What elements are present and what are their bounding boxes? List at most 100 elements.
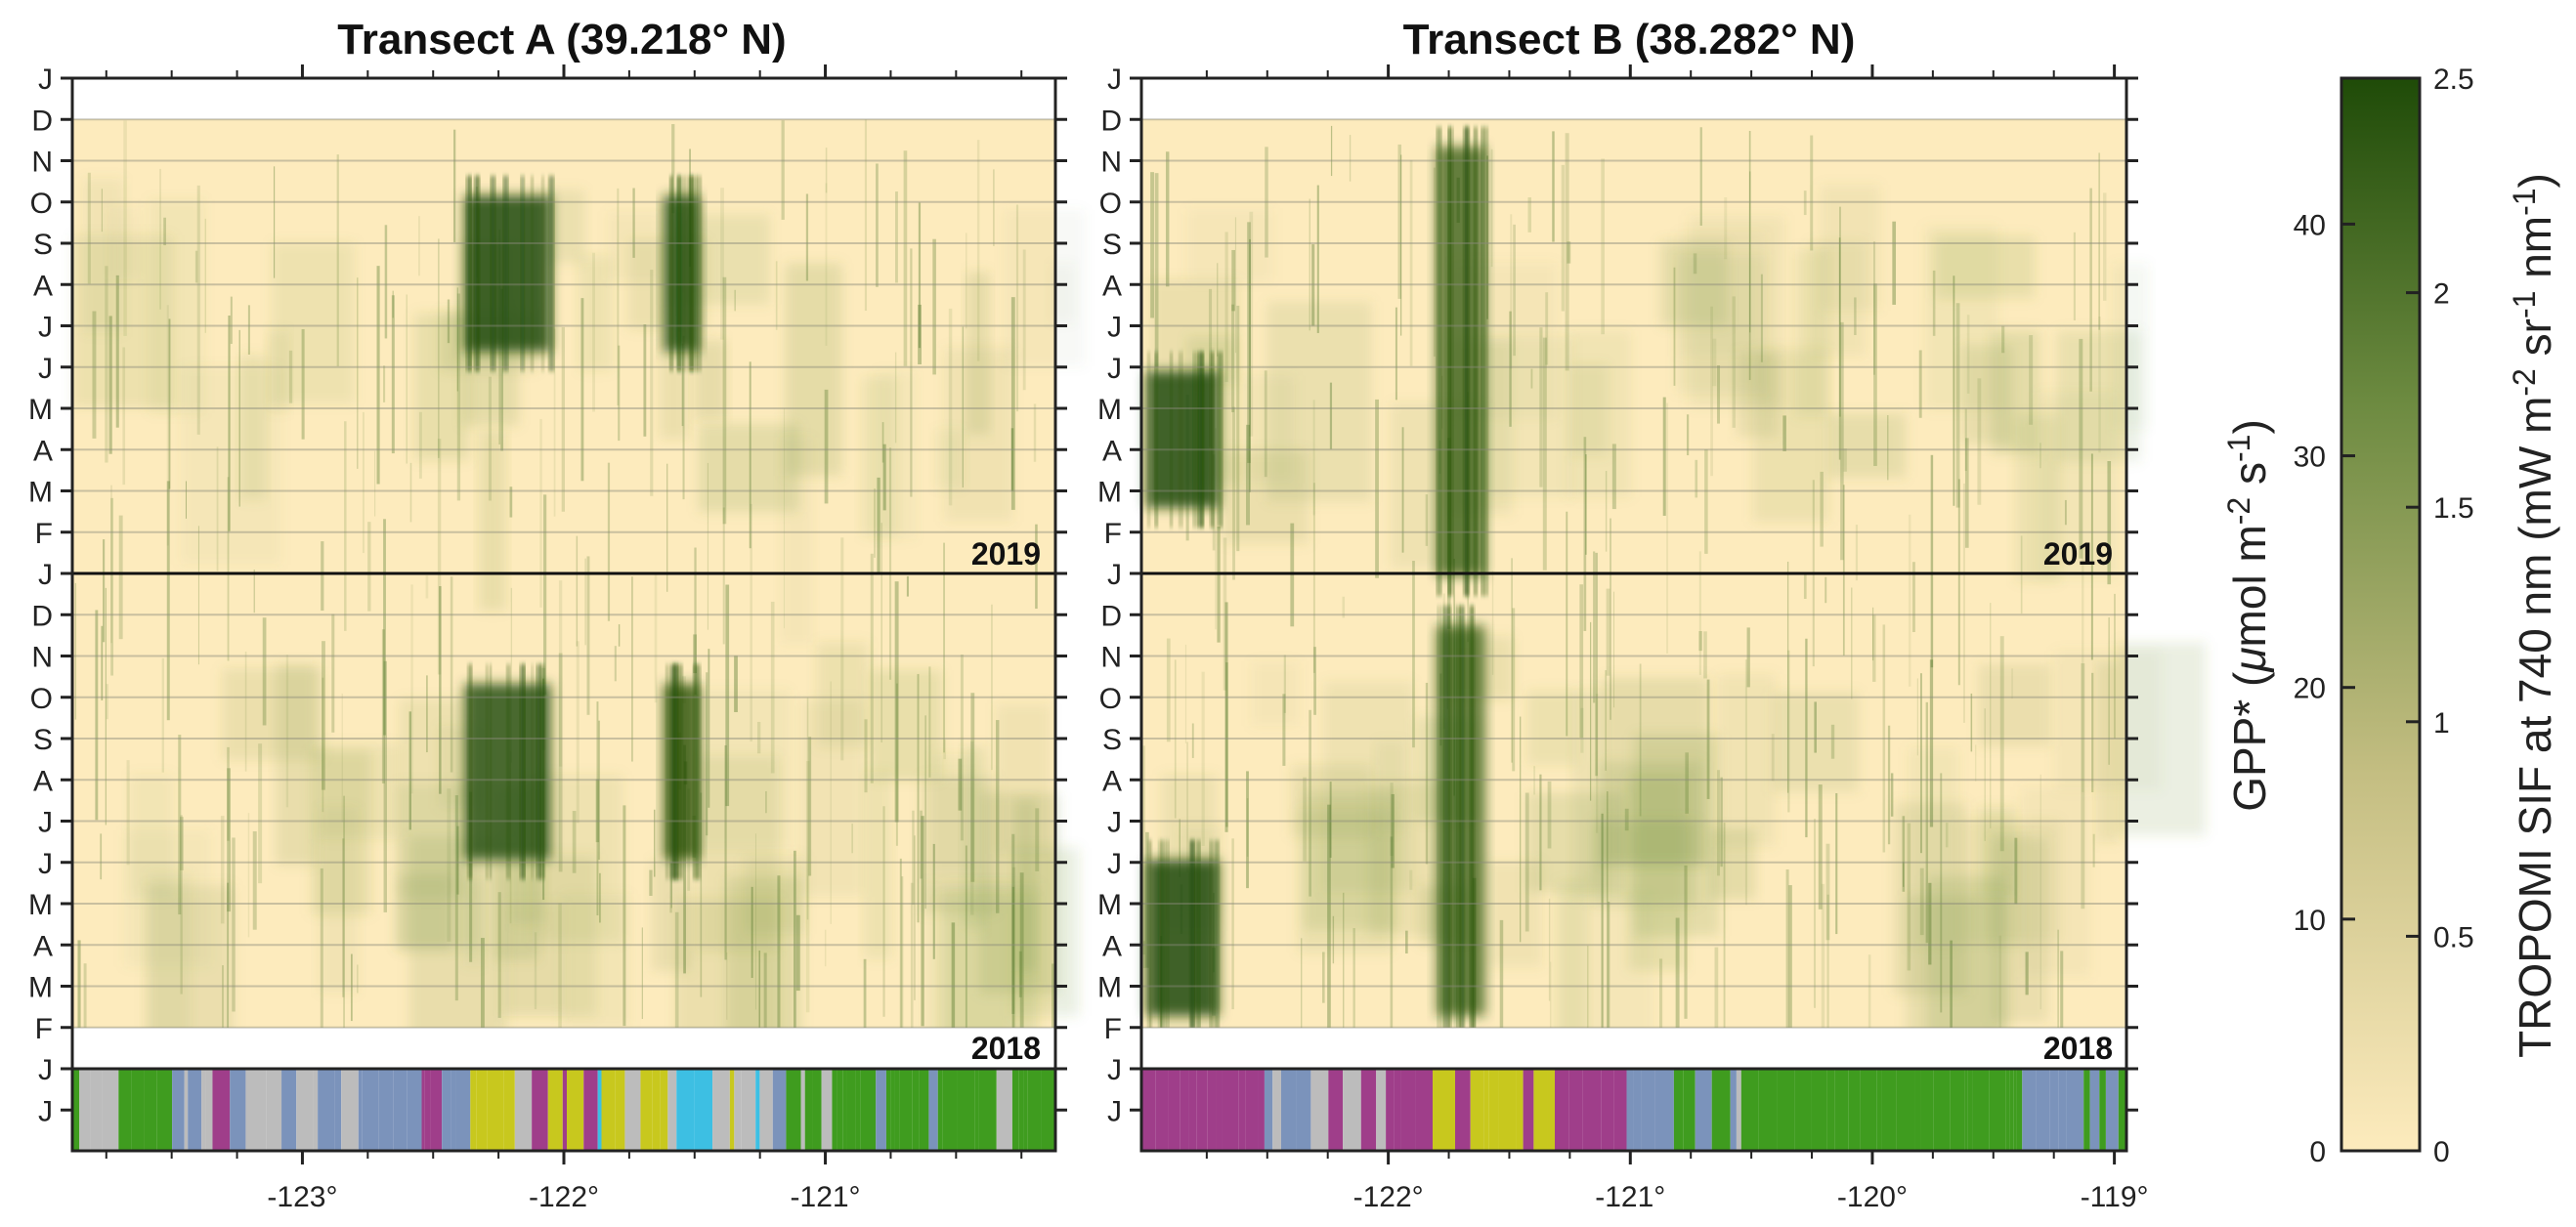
heat-streak: [1309, 198, 1310, 331]
landcover-segment: [430, 1069, 443, 1151]
heat-streak: [1409, 159, 1413, 366]
heat-streak: [1710, 306, 1713, 477]
heat-streak: [238, 329, 240, 507]
blank-bottom-b: [1141, 1028, 2126, 1069]
heat-streak: [1401, 427, 1404, 553]
heat-streak: [631, 576, 633, 762]
heat-streak: [1873, 283, 1877, 466]
y-tick-label: J: [1107, 312, 1122, 344]
heat-streak: [1593, 551, 1596, 703]
heat-streak: [1567, 241, 1571, 264]
heat-streak: [1714, 947, 1719, 1028]
heat-streak: [918, 202, 922, 349]
heat-streak: [409, 462, 412, 523]
heat-streak: [227, 768, 231, 912]
heat-streak: [1940, 773, 1943, 1013]
heat-streak: [83, 963, 87, 1028]
landcover-segment: [1794, 1069, 1812, 1151]
heat-streak: [252, 830, 257, 930]
heat-hotspot-streak: [1463, 127, 1468, 596]
landcover-segment: [755, 1069, 760, 1151]
heat-streak: [1826, 894, 1829, 1028]
colorbar-gpp-tick-label: 20: [2294, 673, 2326, 705]
heat-streak: [418, 216, 420, 276]
landcover-segment: [1933, 1069, 1951, 1151]
heat-streak: [1673, 267, 1676, 386]
heat-streak: [1313, 647, 1316, 715]
colorbar: 0 10 20 30 40 0 0.5 1 1.5 2 2.5 GPP* (μmol m-2 s-…: [2221, 63, 2560, 1168]
y-tick-label: J: [1107, 848, 1122, 880]
heat-haze: [462, 880, 485, 967]
heat-haze: [1004, 209, 1085, 366]
heat-streak: [598, 720, 601, 861]
heat-streak: [720, 188, 724, 340]
heat-streak: [285, 655, 289, 808]
heat-hotspot-streak: [1192, 352, 1198, 528]
landcover-segment: [1740, 1069, 1759, 1151]
landcover-segment: [1310, 1069, 1329, 1151]
year-label-2018-a: 2018: [971, 1031, 1041, 1066]
heat-streak: [2079, 338, 2083, 559]
heat-streak: [331, 614, 335, 733]
heat-hotspot-streak: [1443, 606, 1449, 1036]
heat-streak: [993, 169, 995, 246]
landcover-segment: [772, 1069, 787, 1151]
heat-streak: [1712, 338, 1717, 387]
heat-streak: [1611, 444, 1616, 510]
landcover-segment: [855, 1069, 861, 1151]
heat-streak: [948, 308, 953, 506]
heat-streak: [877, 477, 880, 574]
landcover-segment: [313, 1069, 319, 1151]
heat-hotspot-streak: [1149, 840, 1152, 1036]
heat-streak: [1329, 782, 1332, 858]
landcover-segment: [624, 1069, 641, 1151]
heat-streak: [1231, 304, 1235, 412]
landcover-segment: [876, 1069, 886, 1151]
landcover-segment: [1582, 1069, 1602, 1151]
heat-streak: [708, 649, 710, 808]
heat-streak: [617, 188, 620, 406]
heat-streak: [1595, 694, 1599, 833]
heat-streak: [1011, 867, 1016, 1028]
heat-streak: [824, 389, 829, 504]
heat-streak: [1720, 777, 1723, 867]
landcover-segment: [583, 1069, 598, 1151]
heat-hotspot-streak: [1450, 127, 1454, 596]
landcover-segment: [1613, 1069, 1627, 1151]
y-tick-label: J: [38, 848, 53, 880]
landcover-segment: [230, 1069, 246, 1151]
colorbar-sif-tick-label: 1.5: [2433, 492, 2474, 525]
heat-streak: [671, 124, 675, 214]
heat-streak: [1246, 771, 1249, 889]
landcover-segment: [567, 1069, 584, 1151]
heat-streak: [322, 641, 325, 790]
heat-streak: [1539, 327, 1543, 487]
heat-streak: [1512, 608, 1516, 772]
heat-streak: [2029, 334, 2034, 425]
heat-streak: [1613, 591, 1615, 708]
heat-streak: [1782, 415, 1786, 451]
heat-streak: [1425, 682, 1429, 865]
heat-streak: [1330, 125, 1333, 177]
heat-hotspot-streak: [1484, 127, 1488, 596]
heat-hotspot-streak: [1460, 606, 1465, 1036]
heat-streak: [1662, 397, 1666, 516]
heat-hotspot-streak: [1481, 127, 1484, 596]
heat-streak: [1918, 350, 1922, 418]
landcover-segment: [1673, 1069, 1684, 1151]
heat-haze: [267, 330, 290, 412]
heat-streak: [163, 217, 166, 246]
heat-streak: [197, 526, 199, 665]
landcover-segment: [2058, 1069, 2067, 1151]
heat-haze: [863, 772, 892, 959]
landcover-segment: [2105, 1069, 2119, 1151]
landcover-segment: [1896, 1069, 1915, 1151]
y-tick-label: J: [38, 353, 53, 385]
heat-streak: [1786, 561, 1789, 793]
heat-hotspot-streak: [1210, 352, 1215, 528]
heat-streak: [1400, 154, 1402, 336]
heat-streak: [447, 299, 451, 344]
heat-hotspot: [1145, 860, 1220, 1016]
heat-streak: [918, 304, 922, 364]
heat-streak: [1868, 954, 1871, 1028]
